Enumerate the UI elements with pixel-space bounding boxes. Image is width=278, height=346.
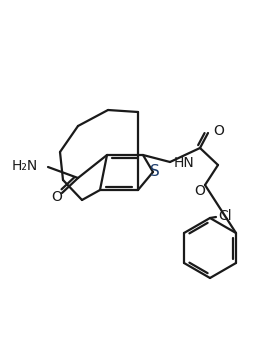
Text: O: O (195, 184, 205, 198)
Text: Cl: Cl (218, 209, 232, 223)
Text: O: O (51, 190, 63, 204)
Text: O: O (213, 124, 224, 138)
Text: HN: HN (174, 156, 195, 170)
Text: S: S (150, 164, 160, 179)
Text: H₂N: H₂N (12, 159, 38, 173)
